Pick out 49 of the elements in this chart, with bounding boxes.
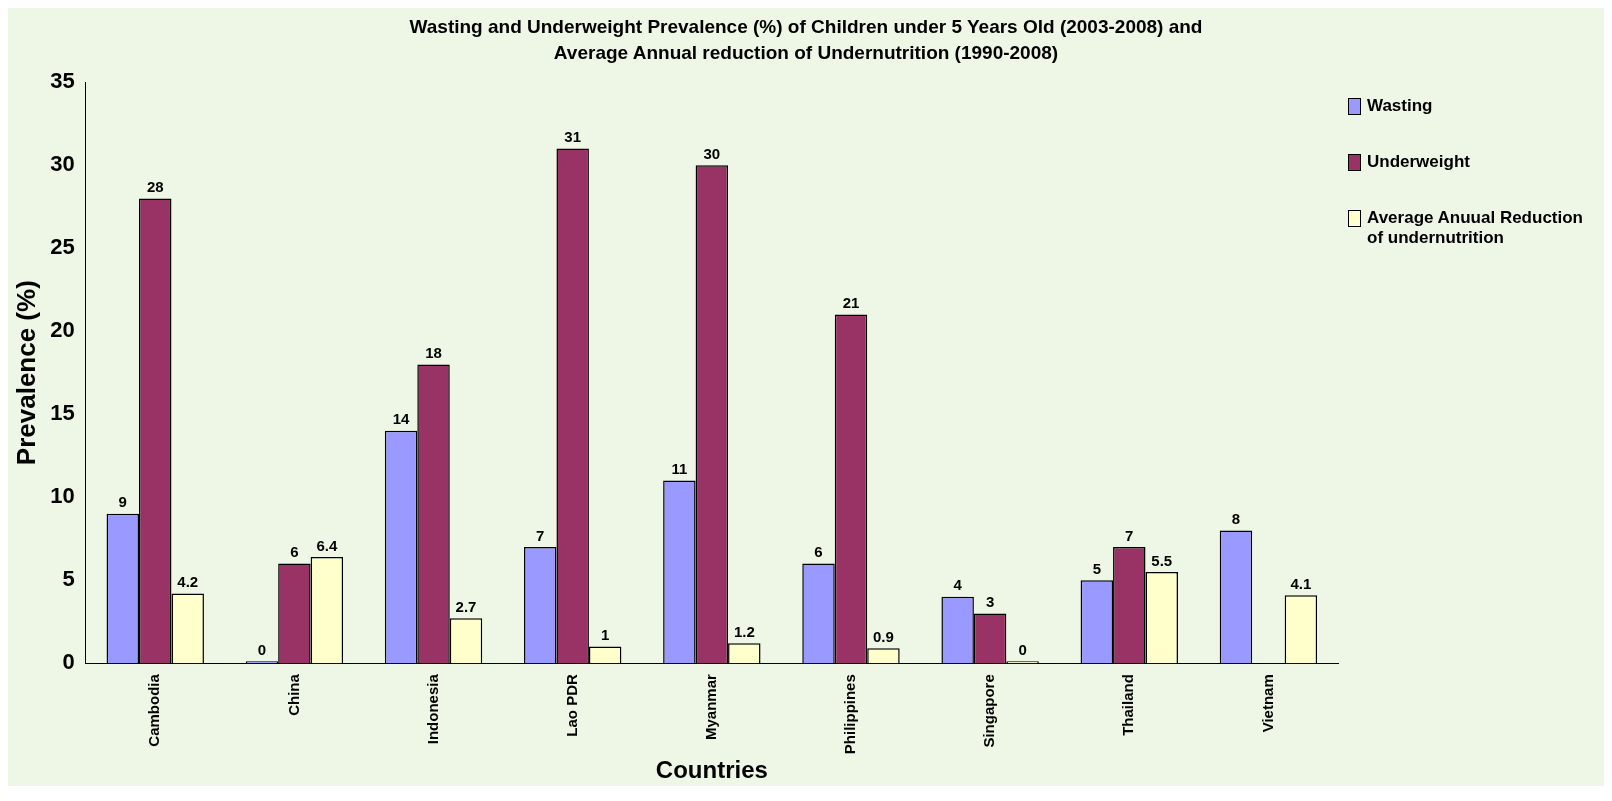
data-label: 4.2 — [177, 573, 199, 591]
data-label: 7 — [536, 526, 545, 544]
data-label: 6 — [814, 543, 823, 561]
data-label: 3 — [985, 593, 995, 611]
x-tick-label: Cambodia — [145, 673, 163, 747]
data-label: 1 — [600, 626, 610, 644]
data-label: 1.2 — [733, 622, 755, 640]
y-tick-label: 5 — [62, 566, 75, 592]
chart-title: Wasting and Underweight Prevalence (%) of Children under 5 Years Old (2003-2008) and Average Annual reduction of Undernutrition (1990-2008) — [408, 15, 1204, 65]
x-tick-label: Lao PDR — [562, 674, 580, 737]
legend-label: Wasting — [1367, 96, 1433, 116]
y-tick-label: 10 — [50, 483, 75, 509]
data-label: 9 — [118, 493, 127, 511]
x-tick-label: Indonesia — [423, 673, 441, 745]
x-tick-label: China — [284, 673, 302, 716]
data-label: 4 — [953, 576, 963, 594]
x-tick-label: Singapore — [980, 674, 998, 748]
x-tick-label: Myanmar — [701, 674, 719, 741]
legend-label: Average Anuual Reduction of undernutrition — [1367, 208, 1584, 248]
y-tick-label: 25 — [50, 234, 75, 260]
y-axis-title: Prevalence (%) — [10, 280, 41, 466]
y-tick-label: 0 — [62, 649, 75, 675]
data-label: 30 — [703, 144, 721, 162]
legend-label: Underweight — [1367, 152, 1470, 172]
data-label: 6 — [290, 543, 299, 561]
y-tick-label: 20 — [50, 317, 75, 343]
data-label: 2.7 — [455, 598, 477, 616]
data-label: 0.9 — [873, 627, 894, 645]
data-label: 7 — [1125, 526, 1134, 544]
x-axis-title: Countries — [655, 756, 768, 784]
x-tick-label: Vietnam — [1258, 674, 1276, 733]
data-label: 28 — [146, 178, 164, 196]
data-label: 14 — [392, 410, 411, 428]
data-label: 11 — [671, 460, 688, 478]
data-label: 0 — [1018, 640, 1027, 658]
data-label: 4.1 — [1290, 574, 1312, 592]
x-tick-label: Thailand — [1119, 674, 1137, 736]
data-label: 0 — [257, 640, 267, 658]
y-tick-label: 30 — [50, 151, 75, 177]
data-label: 18 — [425, 344, 442, 362]
data-label: 31 — [564, 128, 582, 146]
data-label: 6.4 — [316, 536, 338, 554]
data-label: 5 — [1092, 559, 1101, 577]
y-tick-label: 35 — [50, 68, 75, 94]
y-tick-label: 15 — [50, 400, 75, 426]
data-label: 5.5 — [1151, 551, 1173, 569]
data-label: 8 — [1231, 510, 1241, 528]
x-tick-label: Philippines — [841, 674, 859, 755]
data-label: 21 — [842, 294, 860, 312]
